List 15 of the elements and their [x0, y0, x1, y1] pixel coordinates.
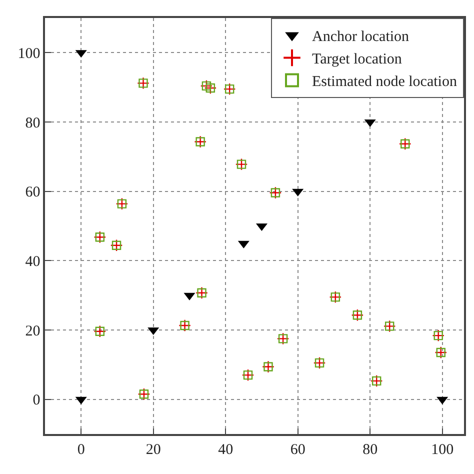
x-tick-label: 80 [362, 442, 378, 458]
legend-label: Estimated node location [312, 74, 458, 90]
y-tick-label: 100 [18, 46, 40, 62]
y-tick-label: 40 [25, 254, 40, 270]
legend-label: Target location [312, 52, 402, 68]
y-tick-label: 80 [25, 115, 40, 132]
x-tick-label: 100 [431, 442, 454, 458]
x-tick-label: 40 [218, 442, 234, 458]
y-tick-label: 20 [25, 323, 40, 340]
x-tick-label: 0 [77, 442, 85, 458]
y-tick-label: 60 [25, 184, 40, 201]
x-tick-label: 60 [290, 442, 306, 458]
x-tick-label: 20 [146, 442, 161, 458]
legend-label: Anchor location [312, 29, 410, 46]
y-tick-label: 0 [32, 392, 40, 409]
